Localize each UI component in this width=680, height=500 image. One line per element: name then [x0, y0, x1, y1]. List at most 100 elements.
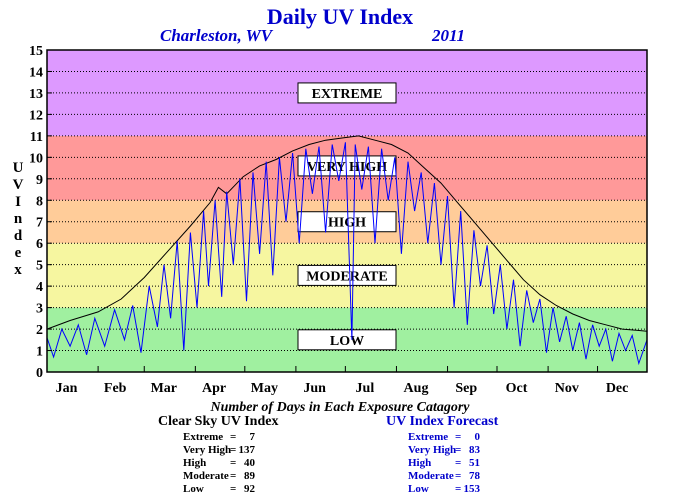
stats-row: Low = 92: [183, 483, 273, 496]
stats-row-equals: =: [455, 470, 462, 482]
band-labels: LOW MODERATE HIGH VERY HIGH EXTREME: [297, 82, 397, 351]
y-axis-label-letter: d: [13, 228, 23, 244]
stats-row-value: 153: [463, 483, 481, 495]
stats-row-label: Low: [183, 483, 204, 495]
y-tick-label: 5: [36, 259, 43, 274]
stats-row-equals: =: [455, 457, 462, 469]
y-tick-label: 11: [30, 130, 43, 145]
y-axis-label-letter: V: [12, 177, 24, 193]
stats-row-value: 83: [469, 444, 480, 456]
band-label-box: [297, 329, 397, 351]
stats-row-equals: =: [230, 483, 237, 495]
x-tick-label: Jul: [356, 381, 375, 396]
y-tick-label: 9: [36, 173, 43, 188]
stats-row-equals: =: [230, 457, 237, 469]
y-tick-label: 15: [29, 44, 43, 59]
band-label-very-high: VERY HIGH: [297, 155, 397, 177]
y-axis-label-letter: n: [13, 211, 23, 227]
band-label-high: HIGH: [297, 211, 397, 233]
y-tick-label: 6: [36, 237, 43, 252]
stats-row-label: Extreme: [183, 431, 224, 443]
stats-row-label: Moderate: [408, 470, 454, 482]
stats-title: Number of Days in Each Exposure Catagory: [210, 400, 470, 415]
series-clear-sky: [46, 135, 648, 332]
stats-row-value: 137: [238, 444, 256, 456]
stats-row-label: High: [183, 457, 207, 469]
stats-row-equals: =: [230, 470, 237, 482]
x-tick-label: Mar: [151, 381, 177, 396]
stats-row-value: 51: [469, 457, 480, 469]
stats-row: Moderate = 78: [408, 470, 498, 483]
y-tick-label: 14: [29, 65, 43, 80]
stats-row-equals: =: [230, 444, 237, 456]
stats-row-label: Very High: [183, 444, 232, 456]
y-axis-label-letter: U: [12, 160, 24, 176]
y-tick-label: 1: [36, 345, 43, 360]
stats-row-value: 78: [469, 470, 480, 482]
y-tick-label: 13: [29, 87, 43, 102]
stats-row-equals: =: [455, 483, 462, 495]
stats-row: Extreme = 7: [183, 431, 273, 444]
band-label-low: LOW: [297, 329, 397, 351]
stats-row-label: High: [408, 457, 432, 469]
stats-row-label: Low: [408, 483, 429, 495]
band-label-text: HIGH: [328, 216, 366, 231]
band-label-extreme: EXTREME: [297, 82, 397, 104]
x-tick-label: Jan: [56, 381, 78, 396]
y-tick-label: 10: [29, 151, 43, 166]
chart-year: 2011: [432, 26, 466, 45]
chart-title: Daily UV Index: [266, 4, 414, 29]
plot-frame: [46, 49, 648, 373]
band-label-text: EXTREME: [312, 87, 383, 102]
x-tick-label: Dec: [606, 381, 629, 396]
clear-sky-table: Extreme = 7 Very High = 137 High = 40 Moderate = 89…: [183, 431, 273, 496]
x-tick-label: Nov: [555, 381, 579, 396]
forecast-table: Extreme = 0 Very High = 83 High = 51 Moderate = 78 L…: [408, 431, 498, 496]
x-tick-label: Aug: [404, 381, 429, 396]
stats-row-label: Extreme: [408, 431, 449, 443]
y-tick-label: 0: [36, 366, 43, 381]
chart-location: Charleston, WV: [160, 26, 273, 45]
stats-row: Very High = 83: [408, 444, 498, 457]
stats-row: High = 51: [408, 457, 498, 470]
stats-row-value: 0: [474, 431, 481, 443]
y-tick-label: 12: [29, 108, 43, 123]
stats-row: Extreme = 0: [408, 431, 498, 444]
stats-row-value: 92: [244, 483, 255, 495]
stats-row-equals: =: [455, 444, 462, 456]
band-label-text: LOW: [330, 334, 364, 349]
x-tick-label: Apr: [202, 381, 226, 396]
x-tick-label: Jun: [303, 381, 326, 396]
y-axis-label-letter: x: [14, 262, 22, 278]
x-tick-label: Feb: [104, 381, 127, 396]
stats-row-equals: =: [455, 431, 462, 443]
stats-row-value: 89: [244, 470, 255, 482]
y-tick-label: 8: [36, 194, 43, 209]
forecast-heading: UV Index Forecast: [386, 414, 499, 429]
x-tick-label: May: [251, 381, 278, 396]
band-label-text: VERY HIGH: [307, 160, 387, 175]
clear-sky-heading: Clear Sky UV Index: [158, 414, 279, 429]
stats-row: Low = 153: [408, 483, 498, 496]
stats-row-value: 40: [244, 457, 255, 469]
band-label-text: MODERATE: [306, 269, 387, 284]
band-label-box: [297, 82, 397, 104]
stats-row-label: Very High: [408, 444, 457, 456]
y-tick-label: 2: [36, 323, 43, 338]
stats-row-equals: =: [230, 431, 237, 443]
series-lines: [46, 135, 648, 366]
band-label-moderate: MODERATE: [297, 264, 397, 286]
stats-row: High = 40: [183, 457, 273, 470]
y-axis-label-letter: I: [15, 194, 21, 210]
stats-row-value: 7: [249, 431, 256, 443]
y-axis-label-letter: e: [14, 245, 22, 261]
x-tick-label: Oct: [506, 381, 528, 396]
stats-row: Very High = 137: [183, 444, 273, 457]
y-tick-label: 4: [36, 280, 43, 295]
stats-row-label: Moderate: [183, 470, 229, 482]
band-label-box: [297, 264, 397, 286]
series-forecast: [46, 142, 648, 366]
